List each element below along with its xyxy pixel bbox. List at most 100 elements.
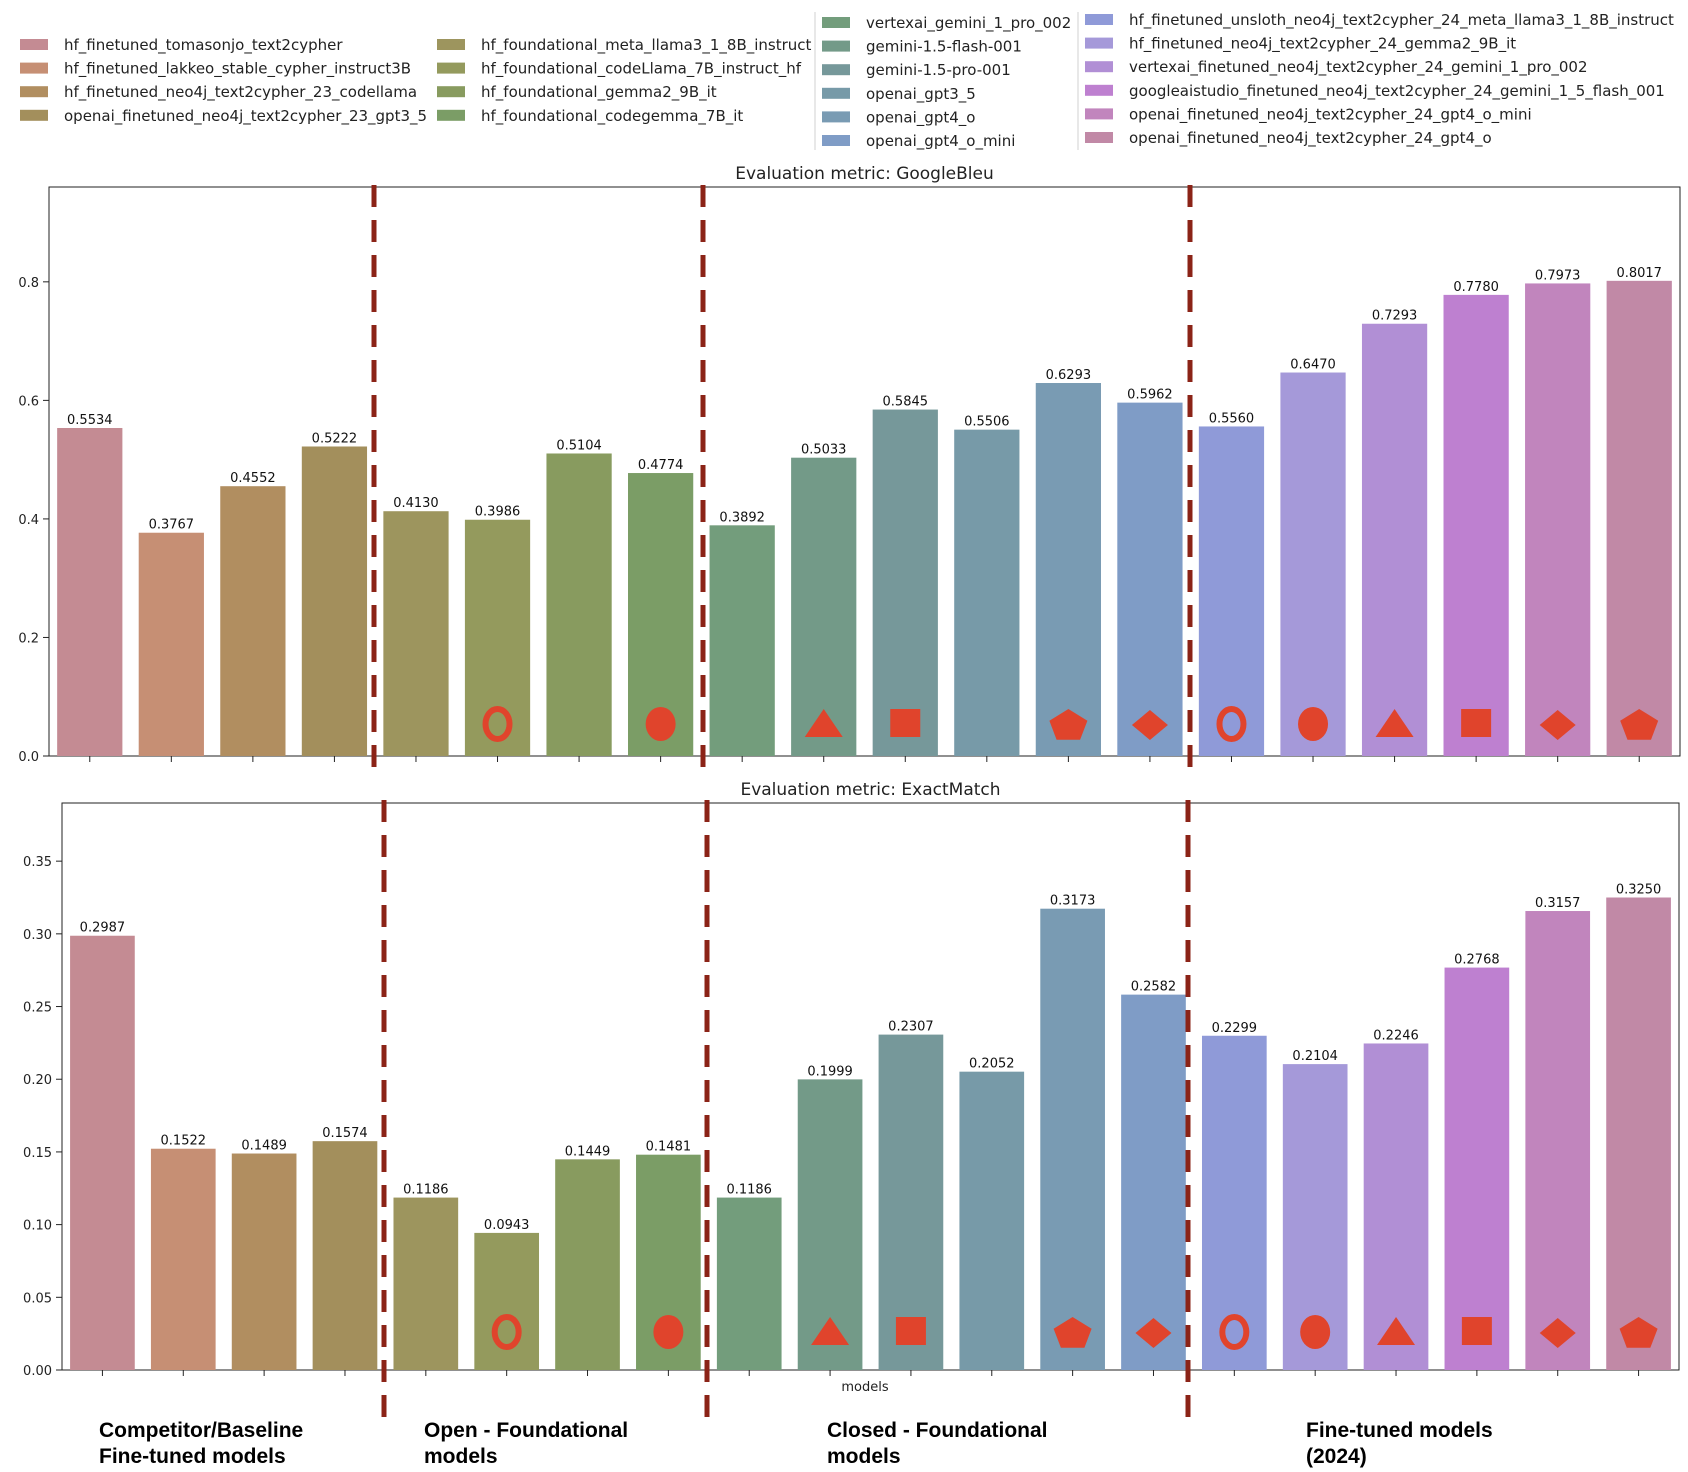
bar (1361, 323, 1428, 756)
marker-pentagon (1619, 1317, 1658, 1348)
bar-value-label: 0.2582 (1131, 980, 1177, 995)
marker-circle (1298, 707, 1329, 741)
bar (231, 1153, 297, 1370)
legend-swatch (437, 86, 465, 98)
bar-value-label: 0.1481 (646, 1140, 692, 1155)
markers-googlebleu (482, 706, 1659, 742)
legend-swatch (822, 111, 850, 123)
bar (1363, 1043, 1429, 1370)
bar-value-label: 0.1449 (565, 1144, 611, 1159)
bar-value-label: 0.2052 (969, 1057, 1015, 1072)
bar-value-label: 0.2307 (888, 1020, 934, 1035)
bar-value-label: 0.6293 (1046, 368, 1092, 383)
legend-item: hf_finetuned_unsloth_neo4j_text2cypher_2… (1085, 11, 1674, 30)
y-tick-label: 0.4 (18, 513, 39, 528)
legend-swatch (20, 62, 48, 74)
legend-label: hf_finetuned_lakkeo_stable_cypher_instru… (64, 60, 411, 79)
bar (791, 457, 857, 756)
marker-diamond (1135, 1318, 1172, 1348)
bar (959, 1071, 1025, 1370)
legend-swatch (20, 109, 48, 121)
bar-value-label: 0.4130 (393, 496, 439, 511)
y-tick-label: 0.15 (23, 1146, 52, 1161)
chart-title-googlebleu: Evaluation metric: GoogleBleu (735, 164, 994, 184)
bar-value-label: 0.5534 (67, 413, 113, 428)
bar-value-label: 0.5560 (1209, 411, 1255, 426)
legend-item: openai_gpt4_o_mini (822, 132, 1015, 151)
bar (878, 1034, 944, 1370)
plot-frame-googlebleu (48, 186, 1681, 757)
plot-frame-exactmatch (61, 802, 1680, 1371)
marker-triangle (1375, 709, 1414, 737)
bar-value-label: 0.3892 (719, 510, 765, 525)
legend-item: hf_finetuned_neo4j_text2cypher_23_codell… (20, 83, 417, 102)
bar (1280, 372, 1346, 756)
bar-value-label: 0.5506 (964, 415, 1010, 430)
marker-ring (482, 706, 513, 742)
marker-triangle (1377, 1317, 1416, 1345)
legend-item: hf_foundational_codeLlama_7B_instruct_hf (437, 60, 802, 79)
googlebleu-chart: Evaluation metric: GoogleBleu 0.00.20.40… (18, 164, 1681, 765)
bar-value-label: 0.4774 (638, 458, 684, 473)
bar-value-label: 0.1522 (161, 1134, 207, 1149)
bar (1525, 911, 1591, 1370)
bar (1606, 897, 1671, 1370)
bar (138, 532, 204, 756)
marker-square (1461, 709, 1492, 737)
bar-value-label: 0.3173 (1050, 894, 1096, 909)
bar-value-label: 0.1186 (403, 1183, 449, 1198)
bar (555, 1159, 620, 1370)
bar-value-label: 0.2299 (1212, 1021, 1258, 1036)
group-label-finetuned-line1: Fine-tuned models (1306, 1419, 1493, 1442)
bar-value-label: 0.7780 (1453, 280, 1499, 295)
marker-circle (1300, 1315, 1331, 1349)
marker-ring (1219, 1314, 1250, 1350)
value-labels-googlebleu: 0.5534 0.3767 0.4552 0.5222 0.4130 0.3986 0.51… (67, 266, 1662, 533)
legend-label: hf_foundational_gemma2_9B_it (481, 83, 717, 102)
legend-label: hf_foundational_codeLlama_7B_instruct_hf (481, 60, 802, 79)
bar (1117, 402, 1183, 756)
legend-label: openai_gpt3_5 (866, 85, 976, 104)
bar-value-label: 0.1574 (322, 1126, 368, 1141)
bars-exactmatch (70, 897, 1671, 1370)
legend-swatch (1085, 84, 1113, 96)
bar (70, 935, 135, 1370)
legend-swatch (437, 39, 465, 50)
exactmatch-chart: Evaluation metric: ExactMatch 0.000.050.… (23, 780, 1680, 1395)
legend-label: gemini-1.5-pro-001 (866, 61, 1011, 79)
bar-value-label: 0.0943 (484, 1218, 530, 1233)
bar-value-label: 0.2104 (1292, 1049, 1338, 1064)
legend-swatch (1085, 132, 1113, 143)
legend: hf_finetuned_tomasonjo_text2cypher hf_fin… (20, 11, 1674, 151)
bar-value-label: 0.5845 (883, 395, 929, 410)
legend-swatch (822, 87, 850, 99)
legend-swatch (1085, 108, 1113, 120)
legend-item: hf_foundational_meta_llama3_1_8B_instruc… (437, 36, 812, 55)
y-tick-label: 0.25 (23, 1001, 52, 1016)
bar (1035, 383, 1101, 756)
bar (872, 409, 938, 756)
y-axis-exactmatch: 0.00 0.05 0.10 0.15 0.20 0.25 0.30 0.35 (23, 855, 62, 1379)
legend-item: hf_finetuned_tomasonjo_text2cypher (20, 36, 343, 55)
legend-label: openai_gpt4_o_mini (866, 132, 1015, 151)
y-tick-label: 0.00 (23, 1364, 52, 1379)
bar-value-label: 0.2246 (1373, 1028, 1419, 1043)
bar (1525, 283, 1591, 756)
marker-pentagon (1053, 1317, 1092, 1348)
legend-label: openai_finetuned_neo4j_text2cypher_23_gp… (64, 107, 427, 126)
group-label-baseline-line2: Fine-tuned models (99, 1445, 286, 1468)
bar-value-label: 0.2987 (80, 921, 126, 936)
value-labels-exactmatch: 0.2987 0.1522 0.1489 0.1574 0.1186 0.0943 0.14… (80, 883, 1662, 1233)
x-axis-exactmatch (101, 1370, 1640, 1376)
group-label-open-line2: models (424, 1445, 498, 1468)
legend-item: hf_finetuned_lakkeo_stable_cypher_instru… (20, 60, 411, 79)
legend-label: openai_finetuned_neo4j_text2cypher_24_gp… (1129, 129, 1492, 148)
legend-swatch (822, 135, 850, 146)
bar-value-label: 0.4552 (230, 471, 276, 486)
legend-item: googleaistudio_finetuned_neo4j_text2cyph… (1085, 82, 1665, 101)
bar (1606, 280, 1672, 756)
group-label-closed-line1: Closed - Foundational (827, 1419, 1048, 1442)
bars-googlebleu (57, 280, 1672, 756)
marker-diamond (1539, 710, 1576, 740)
bar (1198, 426, 1265, 756)
